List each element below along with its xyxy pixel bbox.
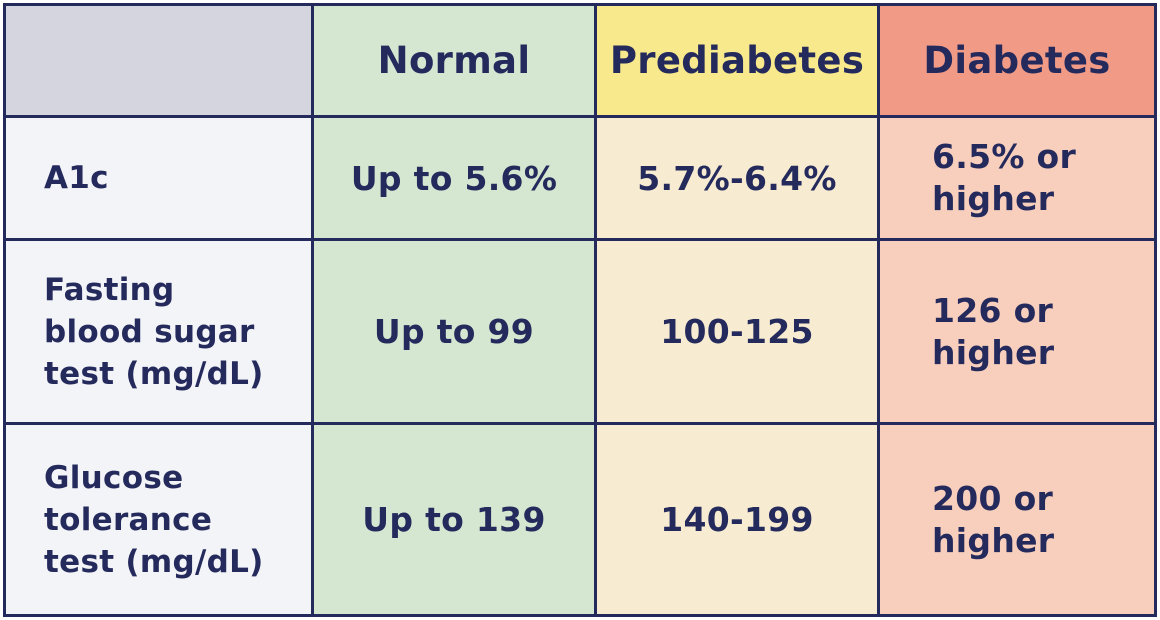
cell-glucose-normal: Up to 139 bbox=[311, 422, 594, 614]
cell-line: higher bbox=[932, 332, 1055, 372]
cell-a1c-diabetes: 6.5% or higher bbox=[877, 115, 1154, 238]
row-label-line: Glucose bbox=[44, 459, 184, 496]
cell-fasting-normal: Up to 99 bbox=[311, 238, 594, 422]
cell-line: 6.5% or bbox=[932, 137, 1077, 176]
row-label-fasting: Fasting blood sugar test (mg/dL) bbox=[6, 238, 311, 422]
corner-header-cell bbox=[6, 6, 311, 115]
cell-a1c-normal: Up to 5.6% bbox=[311, 115, 594, 238]
row-label-line: A1c bbox=[44, 160, 109, 196]
row-label-line: blood sugar bbox=[44, 313, 255, 350]
header-diabetes: Diabetes bbox=[877, 6, 1154, 115]
row-label-a1c: A1c bbox=[6, 115, 311, 238]
header-normal: Normal bbox=[311, 6, 594, 115]
cell-a1c-prediabetes: 5.7%-6.4% bbox=[594, 115, 877, 238]
row-label-line: test (mg/dL) bbox=[44, 543, 264, 580]
row-label-glucose-tolerance: Glucose tolerance test (mg/dL) bbox=[6, 422, 311, 614]
cell-line: 200 or bbox=[932, 478, 1054, 518]
diabetes-criteria-table: Normal Prediabetes Diabetes A1c Up to 5.… bbox=[3, 3, 1157, 617]
row-label-line: Fasting bbox=[44, 271, 175, 308]
cell-fasting-diabetes: 126 or higher bbox=[877, 238, 1154, 422]
cell-line: 126 or bbox=[932, 290, 1054, 330]
cell-fasting-prediabetes: 100-125 bbox=[594, 238, 877, 422]
cell-glucose-prediabetes: 140-199 bbox=[594, 422, 877, 614]
row-label-line: test (mg/dL) bbox=[44, 355, 264, 392]
cell-line: higher bbox=[932, 179, 1055, 218]
cell-line: higher bbox=[932, 520, 1055, 560]
row-label-line: tolerance bbox=[44, 501, 213, 538]
header-prediabetes: Prediabetes bbox=[594, 6, 877, 115]
cell-glucose-diabetes: 200 or higher bbox=[877, 422, 1154, 614]
